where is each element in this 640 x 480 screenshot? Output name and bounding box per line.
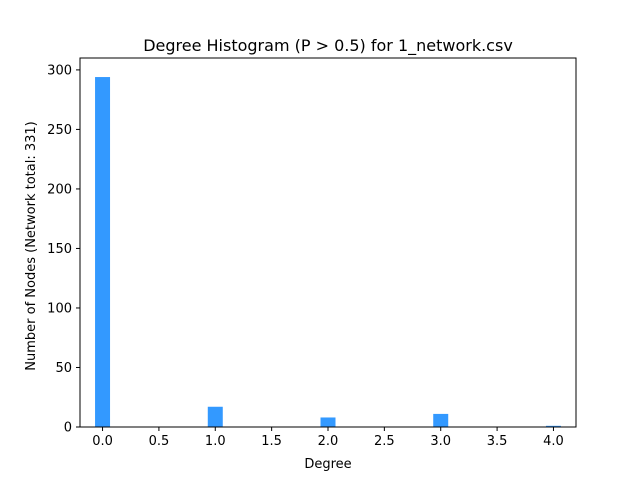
y-tick-label: 150 [47,242,72,257]
y-axis-ticks: 0 50 100 150 200 250 300 [47,63,80,436]
bar-degree-0 [95,77,111,427]
x-tick-label: 2.0 [318,434,339,449]
y-tick-label: 100 [47,301,72,316]
plot-frame [79,57,577,428]
bar-degree-4 [545,425,561,427]
x-tick-label: 0.0 [92,434,113,449]
chart-title: Degree Histogram (P > 0.5) for 1_network… [143,36,513,56]
x-tick-label: 2.5 [374,434,395,449]
y-tick-label: 0 [64,421,72,436]
x-axis-label: Degree [304,457,351,472]
x-tick-label: 1.5 [261,434,282,449]
x-axis-ticks: 0.0 0.5 1.0 1.5 2.0 2.5 3.0 3.5 4.0 [92,427,564,449]
x-tick-label: 3.5 [487,434,508,449]
bar-degree-1 [207,406,223,427]
y-tick-label: 200 [47,182,72,197]
y-tick-label: 50 [55,361,72,376]
x-tick-label: 3.0 [430,434,451,449]
x-tick-label: 4.0 [543,434,564,449]
bars-group [95,77,561,427]
y-tick-label: 300 [47,63,72,78]
y-tick-label: 250 [47,123,72,138]
bar-degree-3 [433,413,449,427]
x-tick-label: 1.0 [205,434,226,449]
y-axis-label: Number of Nodes (Network total: 331) [24,121,39,370]
x-tick-label: 0.5 [149,434,170,449]
bar-degree-2 [320,417,336,427]
